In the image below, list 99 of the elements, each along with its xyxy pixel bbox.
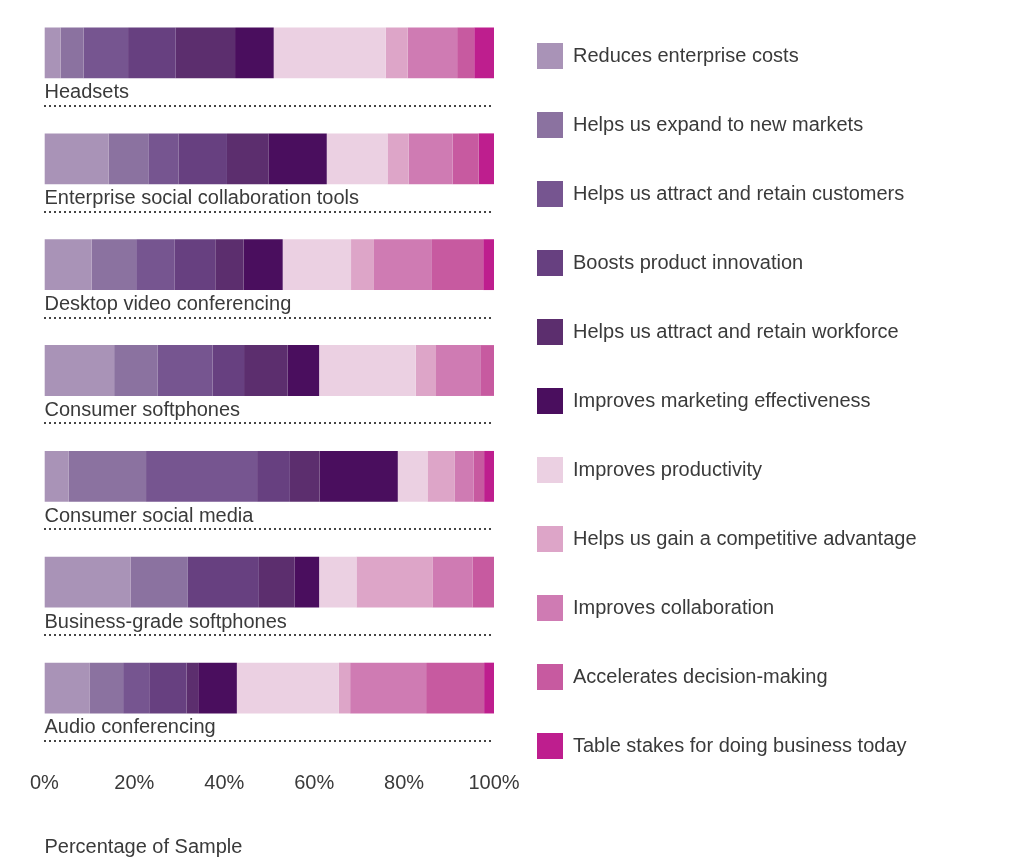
bar — [157, 345, 213, 396]
bar — [426, 662, 485, 714]
bar — [130, 556, 188, 608]
bar — [289, 450, 320, 502]
bar — [387, 133, 409, 185]
legend-label: Helps us attract and retain workforce — [573, 319, 899, 342]
bar — [483, 239, 494, 291]
legend-label: Accelerates decision-making — [573, 664, 828, 687]
bar — [244, 345, 288, 396]
bar — [258, 556, 295, 608]
bar — [432, 556, 473, 608]
bar — [235, 27, 274, 79]
y-tick-label: Desktop video conferencing — [44, 292, 292, 316]
bar — [44, 450, 69, 502]
bar — [44, 345, 115, 396]
bar — [91, 239, 137, 291]
bar — [148, 133, 179, 185]
x-tick-label: 100% — [468, 770, 520, 793]
y-tick-label: Business-grade softphones — [44, 609, 287, 633]
bar — [44, 239, 92, 291]
legend-label: Helps us gain a competitive advantage — [573, 526, 917, 549]
bar — [452, 133, 479, 185]
bar — [268, 133, 327, 185]
bar — [257, 450, 290, 502]
legend-label: Improves collaboration — [573, 595, 775, 618]
bar — [44, 662, 90, 714]
bar — [44, 27, 61, 79]
bar — [436, 345, 481, 396]
bar — [114, 345, 158, 396]
bar — [243, 239, 283, 291]
bar — [373, 239, 432, 291]
bar — [83, 27, 129, 79]
bar — [236, 662, 339, 714]
bar — [473, 450, 485, 502]
x-axis-title: Percentage of Sample — [44, 834, 243, 857]
bar — [136, 239, 175, 291]
y-tick-label: Consumer softphones — [44, 397, 241, 421]
bar — [215, 239, 244, 291]
y-tick-label: Consumer social media — [44, 503, 254, 527]
legend-label: Table stakes for doing business today — [573, 733, 907, 756]
bar — [408, 133, 453, 185]
bar — [282, 239, 352, 291]
bar — [108, 133, 149, 185]
legend-label: Reduces enterprise costs — [573, 43, 799, 66]
bar — [287, 345, 320, 396]
x-tick-label: 60% — [294, 770, 335, 793]
bar — [186, 662, 199, 714]
bar — [472, 556, 494, 608]
bar — [273, 27, 386, 79]
bar — [319, 450, 398, 502]
bar — [431, 239, 484, 291]
bar — [128, 27, 176, 79]
bar — [478, 133, 494, 185]
y-tick-label: Enterprise social collaboration tools — [44, 186, 360, 210]
bar — [187, 556, 259, 608]
legend-label: Boosts product innovation — [573, 250, 804, 273]
bar — [68, 450, 147, 502]
bar — [427, 450, 455, 502]
bar — [454, 450, 474, 502]
bar — [123, 662, 150, 714]
bar — [415, 345, 437, 396]
bar — [484, 450, 494, 502]
bar — [326, 133, 388, 185]
x-tick-label: 0% — [30, 770, 60, 793]
x-tick-label: 80% — [384, 770, 425, 793]
bar — [294, 556, 320, 608]
y-tick-label: Audio conferencing — [44, 715, 216, 739]
bar — [319, 345, 416, 396]
bar — [457, 27, 475, 79]
bar — [89, 662, 124, 714]
bar — [44, 133, 109, 185]
bar — [397, 450, 428, 502]
y-tick-label: Headsets — [44, 80, 129, 104]
legend-label: Helps us attract and retain customers — [573, 181, 905, 204]
bar — [149, 662, 187, 714]
bar — [484, 662, 494, 714]
bar — [319, 556, 357, 608]
bar — [44, 556, 131, 608]
legend-label: Improves marketing effectiveness — [573, 388, 871, 411]
bar — [407, 27, 458, 79]
bar — [351, 239, 374, 291]
legend-label: Helps us expand to new markets — [573, 112, 864, 135]
bar — [480, 345, 494, 396]
bar — [178, 133, 227, 185]
bar — [198, 662, 237, 714]
bar — [385, 27, 408, 79]
bar — [226, 133, 269, 185]
bar — [474, 27, 494, 79]
bar — [174, 239, 216, 291]
bar — [175, 27, 236, 79]
bar — [356, 556, 433, 608]
bar — [350, 662, 427, 714]
bar — [146, 450, 258, 502]
bar — [212, 345, 245, 396]
bar — [338, 662, 351, 714]
bar — [60, 27, 84, 79]
x-tick-label: 40% — [204, 770, 245, 793]
legend-label: Improves productivity — [573, 457, 762, 480]
x-tick-label: 20% — [114, 770, 155, 793]
